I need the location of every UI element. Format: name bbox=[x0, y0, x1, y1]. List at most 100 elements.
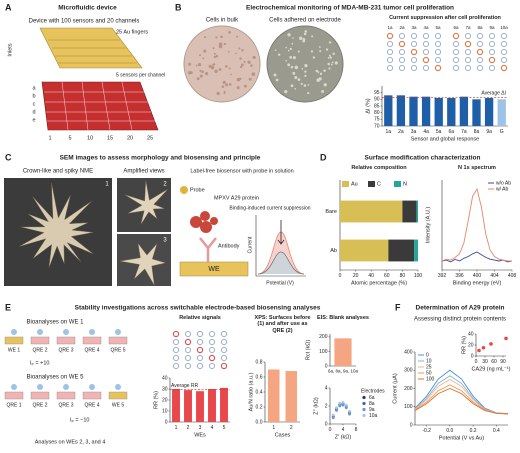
sensor-icon bbox=[465, 65, 471, 71]
sensor-icon bbox=[423, 65, 429, 71]
molecule-icon bbox=[11, 329, 17, 335]
cell bbox=[327, 62, 330, 66]
bar-segment bbox=[340, 239, 389, 262]
x-tick-label: 60 bbox=[384, 273, 390, 279]
sensor-icon bbox=[465, 33, 471, 39]
sensor-icon bbox=[387, 41, 393, 47]
y-axis-label: RR (%) bbox=[461, 336, 467, 354]
nanostructure bbox=[19, 182, 94, 268]
sensor-icon bbox=[221, 355, 227, 361]
panel-title: Surface modification characterization bbox=[365, 155, 481, 162]
cell bbox=[252, 55, 256, 60]
chart-title-box: Relative signals bbox=[179, 315, 221, 321]
finger-lines bbox=[48, 39, 137, 64]
sensor-icon bbox=[453, 49, 459, 55]
cell bbox=[275, 78, 279, 82]
annotation: QRE 1 bbox=[6, 402, 21, 408]
annotation: WE 5 bbox=[112, 402, 124, 408]
sensor-icon bbox=[173, 363, 179, 369]
bar bbox=[196, 391, 204, 422]
x-tick-label: 40 bbox=[368, 273, 374, 279]
y-tick-label: 90 bbox=[374, 97, 380, 103]
y-tick-label: 400 bbox=[404, 349, 413, 355]
chart-title-box: Relative composition bbox=[351, 165, 406, 171]
sensor-icon bbox=[501, 57, 507, 63]
legend-label: w/o Ab bbox=[496, 180, 511, 186]
sensor-icon bbox=[435, 41, 441, 47]
annotation: 8a bbox=[477, 25, 483, 30]
electrode-icon bbox=[108, 391, 128, 400]
sensor-icon bbox=[422, 56, 430, 64]
sensor-icon bbox=[411, 41, 417, 47]
cell bbox=[221, 85, 225, 88]
x-tick-label: 0.4 bbox=[493, 428, 500, 434]
sensor-icon bbox=[435, 57, 441, 63]
chart-title-box: XPS: Surfaces before (1) and after use a… bbox=[255, 315, 311, 334]
sensor-icon bbox=[501, 33, 507, 39]
electrode-icon bbox=[108, 336, 128, 345]
cell bbox=[208, 64, 212, 68]
cell bbox=[213, 52, 216, 55]
x-tick-label: 4 bbox=[342, 427, 345, 433]
y-tick-label: 0.0 bbox=[256, 419, 263, 425]
annotation: WE 1 bbox=[8, 347, 20, 353]
sensor-icon bbox=[489, 33, 495, 39]
sensor-icon bbox=[476, 48, 484, 56]
panel-subtitle: Assessing distinct protein contents bbox=[414, 317, 506, 323]
panel-title: Microfluidic device bbox=[58, 5, 117, 12]
sensor-icon bbox=[411, 33, 417, 39]
bar bbox=[472, 99, 481, 126]
cell bbox=[303, 32, 307, 36]
line bbox=[441, 251, 513, 263]
nanostructure bbox=[120, 243, 167, 286]
molecule-icon bbox=[37, 384, 43, 390]
legend-label: 9a bbox=[369, 407, 375, 413]
cell bbox=[223, 42, 227, 46]
cell bbox=[196, 77, 200, 81]
y-tick-label: 0 bbox=[165, 419, 168, 425]
cell bbox=[216, 91, 220, 96]
sensor-icon bbox=[411, 65, 417, 71]
cell bbox=[273, 73, 277, 77]
x-tick-label: G bbox=[500, 129, 504, 135]
cell bbox=[195, 64, 198, 67]
cell bbox=[304, 70, 307, 73]
legend-label: 10a bbox=[369, 413, 378, 419]
cell bbox=[241, 49, 244, 52]
cell bbox=[243, 60, 246, 63]
y-tick-label: 0 bbox=[471, 353, 474, 359]
cell bbox=[334, 61, 338, 65]
cell bbox=[289, 55, 293, 59]
sensor-icon bbox=[209, 331, 215, 337]
x-tick-label: 400 bbox=[473, 273, 482, 279]
sensor-icon bbox=[399, 65, 405, 71]
legend-label: 100 bbox=[426, 376, 435, 382]
cell bbox=[307, 91, 310, 95]
annotation: 5a bbox=[435, 25, 441, 30]
sensor-icon bbox=[196, 346, 204, 354]
y-axis-label: Rct (kΩ) bbox=[305, 340, 311, 360]
legend-swatch bbox=[362, 413, 366, 418]
panel-label: C bbox=[5, 152, 12, 162]
annotation: 10 bbox=[87, 135, 93, 141]
cell bbox=[199, 74, 203, 78]
cell bbox=[294, 87, 297, 90]
cell bbox=[224, 65, 228, 68]
bar bbox=[220, 387, 228, 422]
we-electrode bbox=[179, 261, 249, 277]
annotation: Potential (V) bbox=[266, 280, 294, 286]
point bbox=[348, 412, 351, 416]
bar bbox=[409, 96, 418, 126]
sensor-icon bbox=[465, 57, 471, 63]
cell bbox=[201, 70, 204, 74]
y-tick-label: 20 bbox=[468, 342, 474, 348]
cell bbox=[235, 52, 237, 55]
sensor-icon bbox=[386, 32, 394, 40]
inset-axes bbox=[255, 215, 306, 277]
y-tick-label: 70 bbox=[374, 123, 380, 129]
cell bbox=[290, 65, 294, 69]
legend-label: Au bbox=[351, 181, 358, 187]
point bbox=[335, 409, 338, 412]
panel-title: Electrochemical monitoring of MDA-MB-231… bbox=[246, 5, 454, 12]
